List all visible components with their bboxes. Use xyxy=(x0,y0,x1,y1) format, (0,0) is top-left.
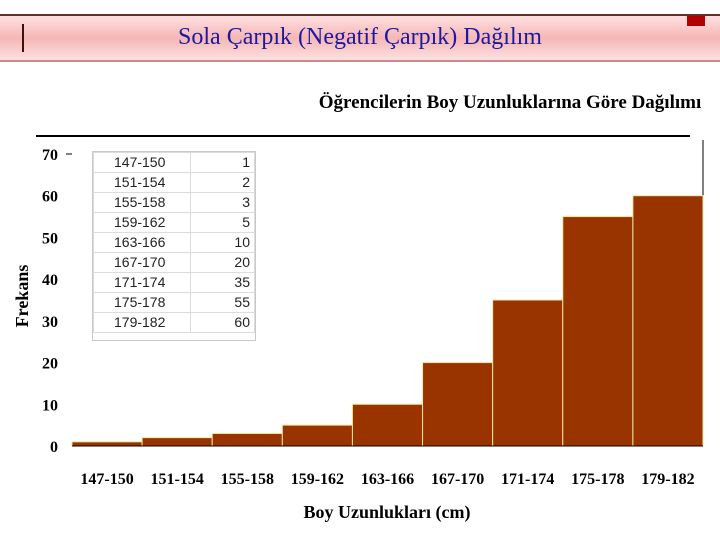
table-cell-frequency: 10 xyxy=(190,232,255,253)
bar-147-150 xyxy=(71,441,143,447)
y-axis-title: Frekans xyxy=(12,265,32,328)
table-row: 155-158 3 xyxy=(93,192,255,213)
table-cell-range: 179-182 xyxy=(93,312,191,333)
table-cell-frequency: 35 xyxy=(190,272,255,293)
table-cell-range: 171-174 xyxy=(93,272,191,293)
bar-175-178 xyxy=(562,216,634,447)
table-cell-range: 159-162 xyxy=(93,212,191,233)
bar-159-162 xyxy=(281,424,353,447)
table-cell-range: 175-178 xyxy=(93,292,191,313)
chart-title: Öğrencilerin Boy Uzunluklarına Göre Dağı… xyxy=(318,92,702,113)
table-cell-range: 167-170 xyxy=(93,252,191,273)
x-tick-label: 167-170 xyxy=(431,471,484,488)
bar-179-182 xyxy=(632,195,704,447)
x-tick-label: 147-150 xyxy=(80,471,133,488)
table-cell-range: 151-154 xyxy=(93,172,191,193)
title-right-mark xyxy=(687,16,705,26)
y-tick-label: 10 xyxy=(42,397,58,414)
table-cell-frequency: 20 xyxy=(190,252,255,273)
x-tick-label: 175-178 xyxy=(571,471,624,488)
table-cell-range: 155-158 xyxy=(93,192,191,213)
bar-151-154 xyxy=(141,437,213,447)
y-tick-label: 0 xyxy=(50,439,58,456)
table-row: 163-166 10 xyxy=(93,232,255,253)
table-row: 175-178 55 xyxy=(93,292,255,313)
x-tick-label: 159-162 xyxy=(291,471,344,488)
table-cell-frequency: 1 xyxy=(190,152,255,173)
frequency-table: 147-150 1 151-154 2 155-158 3 159-162 5 163-166 1… xyxy=(92,151,256,341)
table-row: 171-174 35 xyxy=(93,272,255,293)
table-cell-frequency: 60 xyxy=(190,312,255,333)
x-tick-label: 179-182 xyxy=(641,471,694,488)
y-tick-label: 20 xyxy=(42,356,58,373)
table-row: 179-182 60 xyxy=(93,312,255,333)
bar-171-174 xyxy=(492,299,564,447)
table-row: 151-154 2 xyxy=(93,172,255,193)
slide-title: Sola Çarpık (Negatif Çarpık) Dağılım xyxy=(178,24,542,50)
table-cell-frequency: 3 xyxy=(190,192,255,213)
y-tick-label: 30 xyxy=(42,314,58,331)
y-tick-label: 50 xyxy=(42,230,58,247)
slide-title-bar: Sola Çarpık (Negatif Çarpık) Dağılım xyxy=(0,14,720,62)
table-row: 167-170 20 xyxy=(93,252,255,273)
x-axis-title: Boy Uzunlukları (cm) xyxy=(303,502,470,523)
bar-155-158 xyxy=(211,432,283,447)
table-row: 147-150 1 xyxy=(93,152,255,173)
table-cell-range: 147-150 xyxy=(93,152,191,173)
table-cell-frequency: 2 xyxy=(190,172,255,193)
y-tick-label: 60 xyxy=(42,189,58,206)
table-row: 159-162 5 xyxy=(93,212,255,233)
bar-167-170 xyxy=(422,362,494,447)
table-cell-range: 163-166 xyxy=(93,232,191,253)
table-cell-frequency: 55 xyxy=(190,292,255,313)
title-left-mark xyxy=(22,24,24,52)
x-tick-label: 155-158 xyxy=(221,471,274,488)
bar-163-166 xyxy=(351,403,424,447)
y-tick-label: 70 xyxy=(42,147,58,164)
x-tick-label: 163-166 xyxy=(361,471,414,488)
x-tick-label: 171-174 xyxy=(501,471,554,488)
title-rule xyxy=(36,135,690,137)
table-cell-frequency: 5 xyxy=(190,212,255,233)
x-tick-label: 151-154 xyxy=(151,471,204,488)
y-tick-label: 40 xyxy=(42,272,58,289)
